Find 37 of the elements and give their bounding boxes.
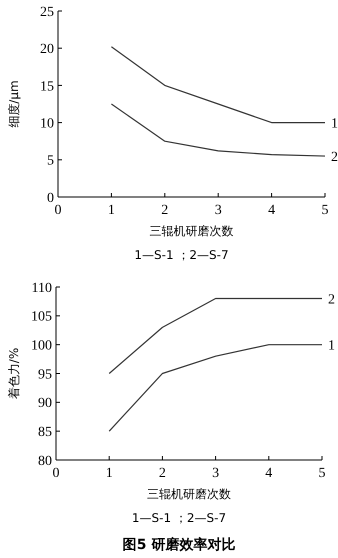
line-series <box>110 46 326 124</box>
x-tick-label: 4 <box>265 466 272 481</box>
y-axis-title: 着色力/% <box>7 348 21 400</box>
x-tick-label: 4 <box>268 203 276 218</box>
x-tick-label: 3 <box>212 466 220 481</box>
y-tick-label: 100 <box>31 338 52 354</box>
x-axis-title: 三辊机研磨次数 <box>147 487 231 501</box>
series-label: 2 <box>331 150 338 165</box>
y-tick-label: 15 <box>40 79 54 94</box>
y-tick-label: 95 <box>38 367 52 382</box>
line-series <box>110 103 326 157</box>
y-tick-label: 105 <box>31 310 52 325</box>
x-tick-label: 2 <box>161 203 168 218</box>
series-label: 2 <box>328 292 335 308</box>
y-tick-label: 25 <box>40 4 54 20</box>
x-tick-label: 1 <box>106 466 113 481</box>
line-series <box>108 344 323 432</box>
x-axis-title: 三辊机研磨次数 <box>150 224 234 238</box>
series-label: 1 <box>331 116 338 132</box>
y-tick-label: 20 <box>40 42 54 58</box>
y-tick-label: 110 <box>32 280 52 296</box>
y-tick-label: 90 <box>38 396 52 412</box>
x-tick-label: 1 <box>108 203 115 218</box>
x-tick-label: 5 <box>322 203 328 218</box>
text: 1—S-1 ；2—S-7 <box>132 511 226 525</box>
x-tick-label: 2 <box>158 466 166 481</box>
y-tick-label: 80 <box>38 454 52 469</box>
text: 1—S-1 ；2—S-7 <box>134 248 229 262</box>
x-tick-label: 3 <box>214 203 222 218</box>
y-tick-label: 0 <box>47 190 54 206</box>
y-axis-title: 细度/μm <box>7 80 21 128</box>
x-tick-label: 5 <box>318 466 326 481</box>
series-label: 1 <box>328 338 335 354</box>
caption: 图5 研磨效率对比 <box>122 536 236 553</box>
y-tick-label: 10 <box>40 116 54 132</box>
y-tick-label: 5 <box>47 154 54 169</box>
y-tick-label: 85 <box>38 425 52 440</box>
